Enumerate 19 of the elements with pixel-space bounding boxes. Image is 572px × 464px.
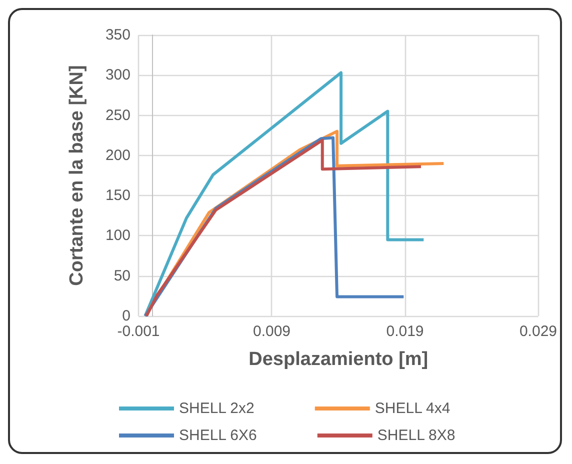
x-axis-title: Desplazamiento [m] <box>248 349 428 370</box>
x-tick-label: 0.029 <box>519 323 558 340</box>
legend-label: SHELL 6X6 <box>179 427 257 444</box>
x-tick-label: -0.001 <box>117 323 160 340</box>
y-tick-label: 50 <box>114 267 130 284</box>
y-tick-label: 0 <box>122 308 130 324</box>
y-tick-label: 350 <box>105 26 130 44</box>
legend-label: SHELL 4x4 <box>374 400 450 417</box>
y-tick-label: 200 <box>105 146 130 164</box>
legend-label: SHELL 2x2 <box>179 400 254 417</box>
x-tick-label: 0.019 <box>386 323 424 340</box>
x-tick-label: 0.009 <box>252 323 291 340</box>
legend-label: SHELL 8X8 <box>377 427 456 444</box>
y-tick-label: 100 <box>105 227 130 244</box>
line-series <box>144 71 426 318</box>
y-axis-title: Cortante en la base [KN] <box>66 65 88 286</box>
y-tick-label: 250 <box>105 106 130 124</box>
y-tick-label: 150 <box>105 187 130 204</box>
y-tick-label: 300 <box>105 66 130 84</box>
